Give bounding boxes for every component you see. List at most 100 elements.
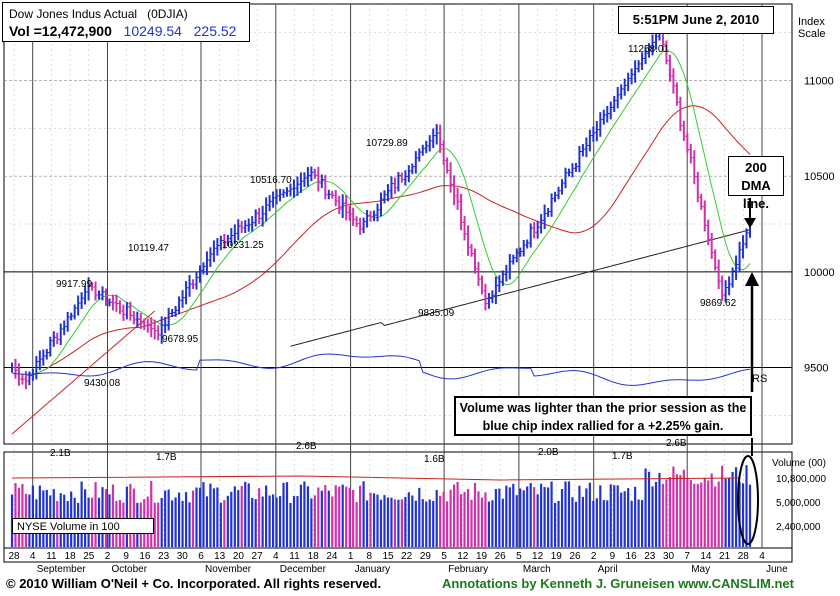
x-tick-label: 15 xyxy=(382,551,394,562)
timestamp-box: 5:51PM June 2, 2010 xyxy=(618,6,774,34)
volume-highlight-ellipse xyxy=(737,455,759,545)
volume-peak-label: 1.7B xyxy=(156,452,177,463)
x-tick-label: 4 xyxy=(273,551,279,562)
volume-note: Volume was lighter than the prior sessio… xyxy=(454,396,752,436)
ma50-line xyxy=(25,50,751,376)
x-tick-label: 26 xyxy=(569,551,581,562)
copyright-text: © 2010 William O'Neil + Co. Incorporated… xyxy=(6,576,382,591)
volume-axis-title: Volume (00) xyxy=(772,458,826,469)
volume-peak-label: 1.7B xyxy=(612,451,633,462)
last-price: 10249.54 xyxy=(123,23,182,39)
index-name: Dow Jones Indus Actual xyxy=(9,7,138,21)
x-tick-label: 30 xyxy=(663,551,675,562)
x-tick-label: 25 xyxy=(83,551,95,562)
x-tick-label: 12 xyxy=(532,551,544,562)
x-tick-label: 11 xyxy=(46,551,57,562)
price-change: 225.52 xyxy=(193,23,237,39)
index-scale-line: Index xyxy=(798,16,825,28)
dma-arrowhead xyxy=(744,218,756,228)
dma-annotation: 200 DMA line. xyxy=(728,156,784,211)
x-tick-label: 4 xyxy=(30,551,36,562)
index-scale-label: Index Scale xyxy=(798,16,826,40)
price-label: 9917.99 xyxy=(56,279,93,290)
x-tick-label: 14 xyxy=(700,551,712,562)
month-label: June xyxy=(766,564,788,575)
x-tick-label: 18 xyxy=(308,551,320,562)
month-label: May xyxy=(691,564,710,575)
x-tick-label: 30 xyxy=(177,551,189,562)
month-label: February xyxy=(448,564,488,575)
volume-average-line xyxy=(11,475,741,481)
y-tick-label: 10500 xyxy=(804,171,835,183)
x-tick-label: 7 xyxy=(684,551,690,562)
x-tick-label: 28 xyxy=(8,551,20,562)
price-label: 9678.95 xyxy=(162,334,199,345)
price-label: 10231.25 xyxy=(222,240,264,251)
x-tick-label: 4 xyxy=(759,551,765,562)
volume-peak-label: 1.6B xyxy=(424,454,445,465)
x-tick-label: 9 xyxy=(123,551,129,562)
price-label: 11258.01 xyxy=(628,44,669,55)
x-tick-label: 5 xyxy=(516,551,522,562)
month-label: April xyxy=(598,564,618,575)
volume-value: Vol =12,472,900 xyxy=(9,23,112,39)
price-label: 9869.62 xyxy=(700,298,737,309)
price-label: 9835.09 xyxy=(418,308,455,319)
y-tick-label: 10000 xyxy=(804,267,835,279)
y-tick-label: 9500 xyxy=(804,362,828,374)
nyse-volume-label: NYSE Volume in 100 xyxy=(12,518,154,534)
rs-line xyxy=(11,353,751,386)
month-label: March xyxy=(523,564,551,575)
x-tick-label: 21 xyxy=(719,551,731,562)
y-tick-label: 11000 xyxy=(804,76,834,88)
price-label: 10516.70 xyxy=(250,175,292,186)
volume-tick-label: 10,800,000 xyxy=(776,474,826,485)
month-label: September xyxy=(37,564,87,575)
x-tick-label: 27 xyxy=(252,551,264,562)
gain-arrowhead xyxy=(745,272,759,286)
date-axis-strip xyxy=(3,547,793,563)
header-panel: Dow Jones Indus Actual (0DJIA) Vol =12,4… xyxy=(2,2,250,42)
ma200-line xyxy=(290,229,751,347)
annotations-credit: Annotations by Kenneth J. Gruneisen www.… xyxy=(442,576,794,591)
x-tick-label: 18 xyxy=(65,551,77,562)
volume-peak-label: 2.1B xyxy=(50,448,71,459)
x-tick-label: 9 xyxy=(610,551,616,562)
x-tick-label: 12 xyxy=(457,551,469,562)
volume-readout: Vol =12,472,900 10249.54 225.52 xyxy=(9,23,236,39)
x-tick-label: 22 xyxy=(401,551,413,562)
x-tick-label: 11 xyxy=(289,551,300,562)
x-tick-label: 16 xyxy=(626,551,638,562)
x-tick-label: 20 xyxy=(233,551,245,562)
month-label: December xyxy=(280,564,327,575)
x-tick-label: 19 xyxy=(551,551,563,562)
month-label: November xyxy=(205,564,252,575)
volume-peak-label: 2.6B xyxy=(666,438,687,449)
x-tick-label: 23 xyxy=(158,551,170,562)
volume-peak-label: 2.6B xyxy=(296,441,317,452)
ma-red-early-line xyxy=(11,310,156,435)
x-tick-label: 29 xyxy=(420,551,432,562)
month-label: January xyxy=(355,564,391,575)
dma-line-1: 200 DMA xyxy=(741,160,771,193)
month-label: October xyxy=(112,564,148,575)
dma-line-2: line. xyxy=(742,196,769,211)
x-tick-label: 19 xyxy=(476,551,488,562)
x-tick-label: 23 xyxy=(644,551,656,562)
x-tick-label: 16 xyxy=(139,551,151,562)
index-scale-line: Scale xyxy=(798,28,826,40)
x-tick-label: 28 xyxy=(738,551,750,562)
volume-tick-label: 5,000,000 xyxy=(776,498,821,509)
x-tick-label: 8 xyxy=(367,551,373,562)
x-tick-label: 5 xyxy=(441,551,447,562)
x-tick-label: 13 xyxy=(214,551,226,562)
index-title: Dow Jones Indus Actual (0DJIA) xyxy=(9,7,188,21)
price-label: 9430.08 xyxy=(84,378,121,389)
x-tick-label: 1 xyxy=(348,551,354,562)
index-symbol: (0DJIA) xyxy=(147,7,188,21)
x-tick-label: 2 xyxy=(105,551,111,562)
price-label: 10119.47 xyxy=(128,243,169,254)
price-label: 10729.89 xyxy=(366,138,408,149)
volume-tick-label: 2,400,000 xyxy=(776,522,821,533)
